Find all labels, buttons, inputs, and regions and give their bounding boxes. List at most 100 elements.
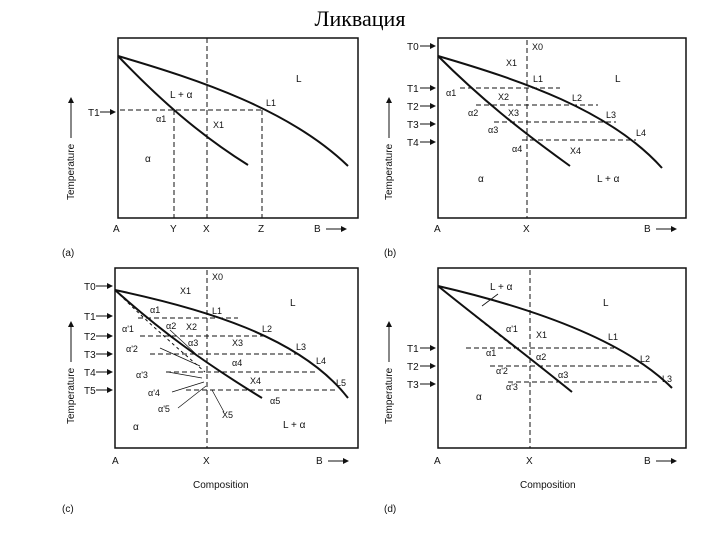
panel-a-x-right: B — [314, 224, 321, 235]
panel-d-point-L3: L3 — [662, 374, 672, 384]
panel-a-label-alpha: α — [145, 154, 151, 165]
panel-d-point-alpha-prime1: α'1 — [506, 324, 518, 334]
panel-d-temp-T2: T2 — [407, 362, 419, 373]
panel-d-liquidus — [437, 285, 673, 389]
panel-d-point-alpha3: α3 — [558, 370, 568, 380]
panel-a-xtick-Z: Z — [258, 224, 264, 235]
panel-b-point-L4: L4 — [636, 128, 646, 138]
panel-c-xtick-X: X — [203, 456, 210, 467]
panel-b-point-X3: X3 — [508, 108, 519, 118]
panel-b-temp-T1: T1 — [407, 84, 419, 95]
panel-b-solidus — [437, 55, 571, 167]
panel-c-point-alpha4: α4 — [232, 358, 242, 368]
panel-c-point-alpha-prime4: α'4 — [148, 388, 160, 398]
panel-c-solidus — [114, 289, 263, 399]
panel-b-x-right: B — [644, 224, 651, 235]
panel-c-point-L1: L1 — [212, 306, 222, 316]
panel-b-temp-T3: T3 — [407, 120, 419, 131]
panel-d-x-left: A — [434, 456, 441, 467]
panel-b-point-X4: X4 — [570, 146, 581, 156]
panel-c-ylabel: Temperature — [66, 367, 77, 424]
panel-c-point-alpha-prime2: α'2 — [126, 344, 138, 354]
panel-a-caption: (a) — [62, 248, 74, 259]
panel-b-point-alpha1: α1 — [446, 88, 456, 98]
panel-d-point-alpha-prime2: α'2 — [496, 366, 508, 376]
panel-b-point-alpha2: α2 — [468, 108, 478, 118]
panel-a-point-X1: X1 — [213, 120, 224, 130]
panel-c-x-left: A — [112, 456, 119, 467]
panel-d-point-alpha1: α1 — [486, 348, 496, 358]
panel-a-frame — [117, 37, 359, 219]
panel-c-temp-T4: T4 — [84, 368, 96, 379]
panel-a-point-alpha1: α1 — [156, 114, 166, 124]
panel-a-liquidus — [117, 55, 349, 167]
panel-b-liquidus — [437, 55, 663, 169]
panel-d-xlabel: Composition — [520, 480, 576, 491]
panel-c-point-alpha5-right: α5 — [270, 396, 280, 406]
panel-b-x-left: A — [434, 224, 441, 235]
panel-c-point-alpha3: α3 — [188, 338, 198, 348]
panel-c-temp-T2: T2 — [84, 332, 96, 343]
panel-a-solidus — [117, 55, 249, 166]
panel-d-temp-T1: T1 — [407, 344, 419, 355]
panel-d-point-alpha-prime3: α'3 — [506, 382, 518, 392]
panel-d-point-L2: L2 — [640, 354, 650, 364]
panel-c-point-X5: X5 — [222, 410, 233, 420]
panel-c-point-X4: X4 — [250, 376, 261, 386]
panel-c-point-X2: X2 — [186, 322, 197, 332]
panel-b-frame — [437, 37, 687, 219]
panel-b: L L + α α X0 X1 L1 α1 X2 L2 α2 X3 L3 α3 … — [384, 37, 687, 259]
panel-c-point-X1: X1 — [180, 286, 191, 296]
panel-b-caption: (b) — [384, 248, 396, 259]
panel-b-temp-T0: T0 — [407, 42, 419, 53]
panel-c-label-L-alpha: L + α — [283, 420, 306, 431]
panel-b-ylabel: Temperature — [384, 143, 395, 200]
panel-d-x-right: B — [644, 456, 651, 467]
panel-b-xtick-X: X — [523, 224, 530, 235]
panel-c-liquidus — [114, 289, 349, 399]
panel-d-ylabel: Temperature — [384, 367, 395, 424]
panel-c-point-L3: L3 — [296, 342, 306, 352]
panel-d-frame — [437, 267, 687, 449]
panel-c-xlabel: Composition — [193, 480, 249, 491]
panel-c-label-alpha: α — [133, 422, 139, 433]
panel-d-temp-T3: T3 — [407, 380, 419, 391]
panel-d-label-alpha: α — [476, 392, 482, 403]
panel-a-xtick-Y: Y — [170, 224, 177, 235]
panel-c-point-alpha-prime1: α'1 — [122, 324, 134, 334]
panel-b-point-X1: X1 — [506, 58, 517, 68]
panel-c-temp-T3: T3 — [84, 350, 96, 361]
panel-c-point-L2: L2 — [262, 324, 272, 334]
panel-c-temp-T1: T1 — [84, 312, 96, 323]
panel-c-point-alpha-prime3: α'3 — [136, 370, 148, 380]
panel-b-temp-T4: T4 — [407, 138, 419, 149]
panel-d: L L + α α α'1 X1 L1 α1 α'2 α2 L2 α3 α'3 … — [384, 267, 687, 515]
panel-c-point-X3: X3 — [232, 338, 243, 348]
panel-c-frame — [114, 267, 359, 449]
panel-c-point-X0: X0 — [212, 272, 223, 282]
panel-b-label-L-alpha: L + α — [597, 174, 620, 185]
panel-c-caption: (c) — [62, 504, 74, 515]
panel-b-temp-T2: T2 — [407, 102, 419, 113]
panel-b-label-alpha: α — [478, 174, 484, 185]
panel-c: L L + α α X0 X1 L1 α1 α'1 α2 X2 α'2 α3 X… — [62, 267, 359, 515]
panel-a-temp-T1: T1 — [88, 108, 100, 119]
panel-d-point-X1: X1 — [536, 330, 547, 340]
panel-d-label-L: L — [603, 298, 609, 309]
panel-a-xtick-X: X — [203, 224, 210, 235]
panel-a-label-L: L — [296, 74, 302, 85]
panel-d-point-alpha2: α2 — [536, 352, 546, 362]
panel-d-caption: (d) — [384, 504, 396, 515]
panel-d-label-L-alpha: L + α — [490, 282, 513, 293]
panel-b-point-L1: L1 — [533, 74, 543, 84]
panel-b-label-L: L — [615, 74, 621, 85]
panel-b-point-alpha3: α3 — [488, 125, 498, 135]
panel-c-point-alpha2: α2 — [166, 321, 176, 331]
panel-c-temp-T5: T5 — [84, 386, 96, 397]
panel-a-x-left: A — [113, 224, 120, 235]
panel-c-label-L: L — [290, 298, 296, 309]
panel-b-point-X0: X0 — [532, 42, 543, 52]
panel-b-point-L2: L2 — [572, 93, 582, 103]
panel-b-point-X2: X2 — [498, 92, 509, 102]
